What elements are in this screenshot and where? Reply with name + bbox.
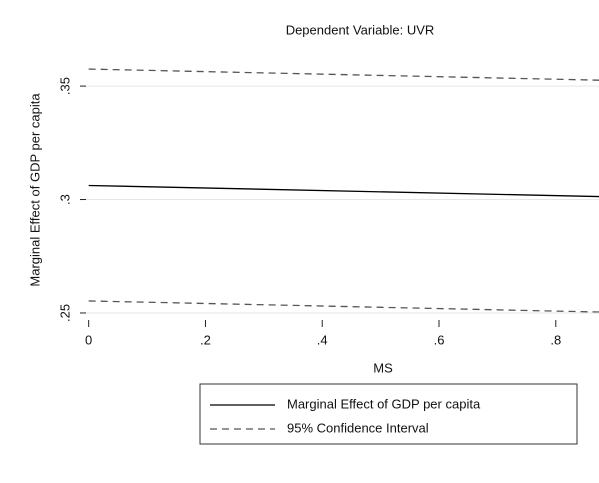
legend-box [199,383,578,445]
x-tick-label: .4 [317,332,328,347]
x-tick-label: 0 [85,332,92,347]
plot-area [88,68,599,313]
x-tick-label: .6 [434,332,445,347]
y-tick-label: .25 [57,304,72,322]
legend-label: 95% Confidence Interval [287,420,429,435]
series-line [88,68,599,81]
y-axis-label: Marginal Effect of GDP per capita [27,93,42,287]
x-axis-label: MS [373,360,393,375]
legend-label: Marginal Effect of GDP per capita [287,396,481,411]
series-lower-line [88,300,599,313]
series-line [88,184,599,198]
chart-title: Dependent Variable: UVR [286,22,435,37]
y-tick-label: .3 [57,194,72,205]
x-tick-label: .8 [550,332,561,347]
y-tick-label: .35 [57,77,72,95]
x-tick-label: .2 [200,332,211,347]
